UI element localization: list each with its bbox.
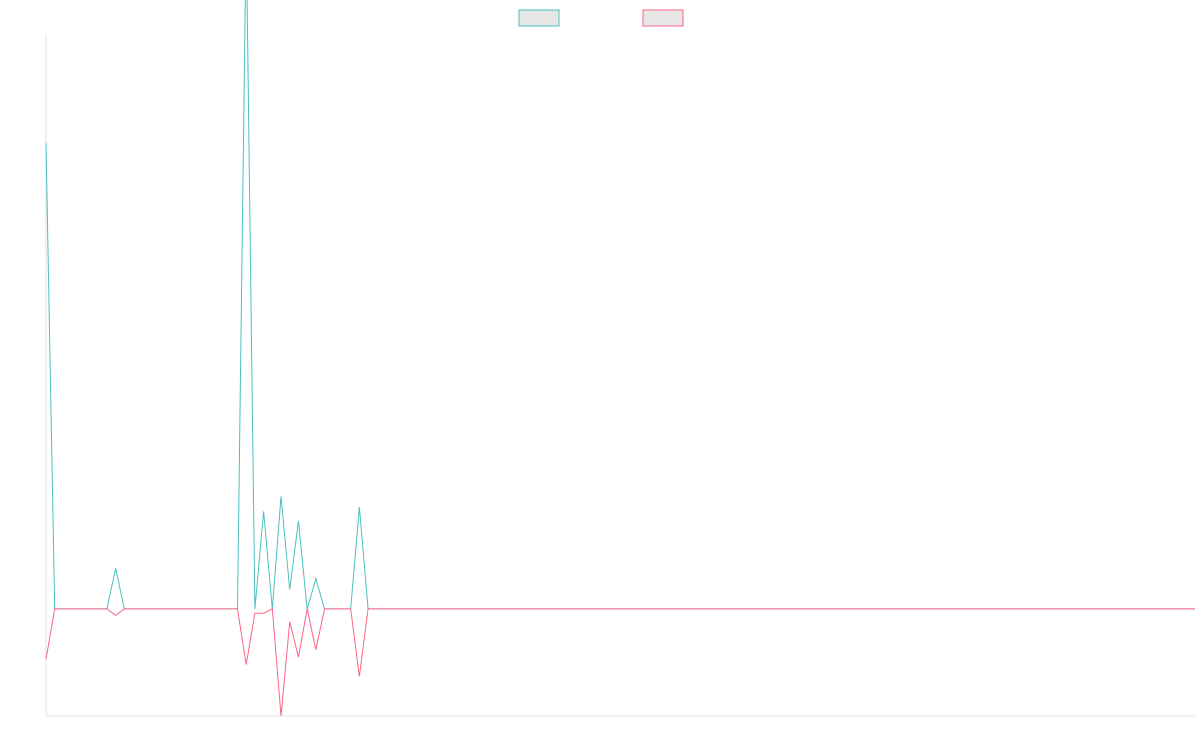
chart-legend[interactable] [518, 9, 684, 27]
chart-axes [45, 36, 1195, 717]
series-line-1 [45, 0, 1195, 610]
legend-swatch-2[interactable] [642, 9, 684, 27]
series-line-2 [45, 608, 1195, 717]
series-layer [45, 0, 1195, 717]
legend-item-1[interactable] [518, 9, 560, 27]
legend-item-2[interactable] [642, 9, 684, 27]
legend-swatch-1[interactable] [518, 9, 560, 27]
